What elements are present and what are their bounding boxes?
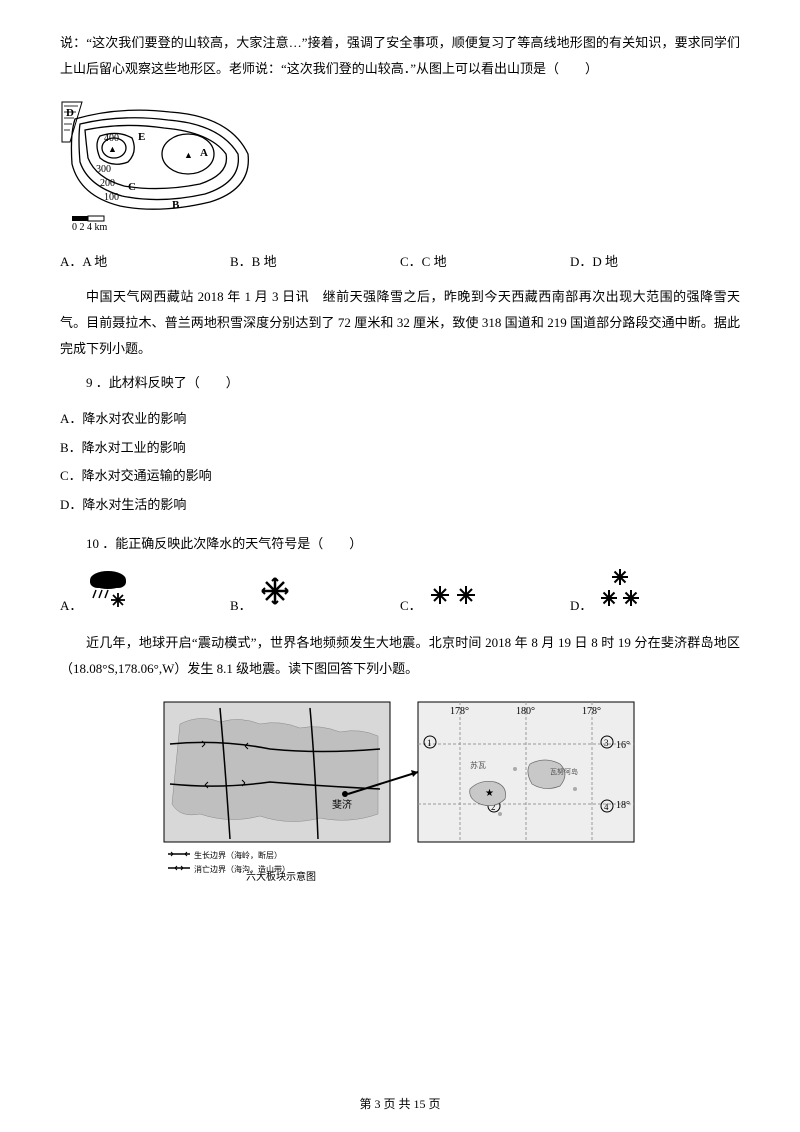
q10-opt-c[interactable]: C． <box>400 580 570 614</box>
q10-opt-b[interactable]: B． <box>230 572 400 614</box>
q9-stem: 9 ．此材料反映了（ ） <box>60 372 740 391</box>
svg-text:4: 4 <box>604 802 609 812</box>
footer-suffix: 页 <box>426 1097 441 1111</box>
contour-400: 400 <box>104 133 119 144</box>
contour-100: 100 <box>104 192 119 203</box>
svg-text:▲: ▲ <box>108 144 117 154</box>
intro-paragraph: 说：“这次我们要登的山较高，大家注意…”接着，强调了安全事项，顺便复习了等高线地… <box>60 30 740 82</box>
footer-total: 15 <box>414 1097 426 1111</box>
single-snowflake-icon <box>256 572 294 614</box>
legend-growth: 生长边界（海岭，断层） <box>194 850 282 860</box>
q8-opt-b[interactable]: B．B 地 <box>230 251 400 270</box>
q10-label-b: B． <box>230 595 252 614</box>
svg-text:瓦努阿岛: 瓦努阿岛 <box>550 767 578 776</box>
letter-b: B <box>172 199 180 211</box>
letter-c: C <box>128 181 136 193</box>
three-snowflake-icon <box>596 566 644 614</box>
lat-18: 18° <box>616 800 630 811</box>
contour-figure: ▲ ▲ 400 300 200 100 A B C D E 0 2 4 km <box>60 94 740 239</box>
lon-178a: 178° <box>450 706 469 717</box>
q9-options: A．降水对农业的影响 B．降水对工业的影响 C．降水对交通运输的影响 D．降水对… <box>60 405 740 519</box>
q8-options: A．A 地 B．B 地 C．C 地 D．D 地 <box>60 251 740 270</box>
q8-opt-a[interactable]: A．A 地 <box>60 251 230 270</box>
passage-3: 近几年，地球开启“震动模式”，世界各地频频发生大地震。北京时间 2018 年 8… <box>60 630 740 682</box>
svg-text:苏瓦: 苏瓦 <box>470 760 486 770</box>
svg-text:3: 3 <box>604 738 609 748</box>
cloud-rain-snow-icon <box>86 568 136 614</box>
q10-opt-d[interactable]: D． <box>570 566 740 614</box>
q9-opt-c[interactable]: C．降水对交通运输的影响 <box>60 462 740 491</box>
q10-opt-a[interactable]: A． <box>60 568 230 614</box>
letter-d: D <box>66 107 74 119</box>
legend-title: 六大板块示意图 <box>246 870 316 883</box>
q9-opt-d[interactable]: D．降水对生活的影响 <box>60 491 740 520</box>
contour-300: 300 <box>96 164 111 175</box>
page-footer: 第 3 页 共 15 页 <box>0 1095 800 1112</box>
svg-text:★: ★ <box>485 788 494 799</box>
maps-figure: 斐济 生长边界（海岭，断层） 消亡边界（海沟，造山带） 六大板块示意图 178°… <box>60 694 740 889</box>
q10-stem: 10 ．能正确反映此次降水的天气符号是（ ） <box>60 533 740 552</box>
contour-200: 200 <box>100 178 115 189</box>
svg-text:1: 1 <box>427 738 432 748</box>
scale-label: 0 2 4 km <box>72 222 108 233</box>
q10-label-d: D． <box>570 595 592 614</box>
lon-180: 180° <box>516 706 535 717</box>
lat-16: 16° <box>616 740 630 751</box>
letter-e: E <box>138 131 145 143</box>
q10-label-a: A． <box>60 595 82 614</box>
footer-mid: 页 共 <box>380 1097 413 1111</box>
two-snowflake-icon <box>426 580 480 614</box>
passage-2: 中国天气网西藏站 2018 年 1 月 3 日讯 继前天强降雪之后，昨晚到今天西… <box>60 284 740 362</box>
svg-text:▲: ▲ <box>184 150 193 160</box>
q8-opt-d[interactable]: D．D 地 <box>570 251 740 270</box>
fiji-label: 斐济 <box>332 798 352 811</box>
q8-opt-c[interactable]: C．C 地 <box>400 251 570 270</box>
q10-label-c: C． <box>400 595 422 614</box>
q9-opt-a[interactable]: A．降水对农业的影响 <box>60 405 740 434</box>
letter-a: A <box>200 147 208 159</box>
q9-opt-b[interactable]: B．降水对工业的影响 <box>60 434 740 463</box>
contour-map-svg: ▲ ▲ 400 300 200 100 A B C D E 0 2 4 km <box>60 94 260 234</box>
footer-prefix: 第 <box>359 1097 374 1111</box>
q10-options: A． B． <box>60 566 740 614</box>
plate-map-svg: 斐济 生长边界（海岭，断层） 消亡边界（海沟，造山带） 六大板块示意图 178°… <box>160 694 640 884</box>
lon-178b: 178° <box>582 706 601 717</box>
